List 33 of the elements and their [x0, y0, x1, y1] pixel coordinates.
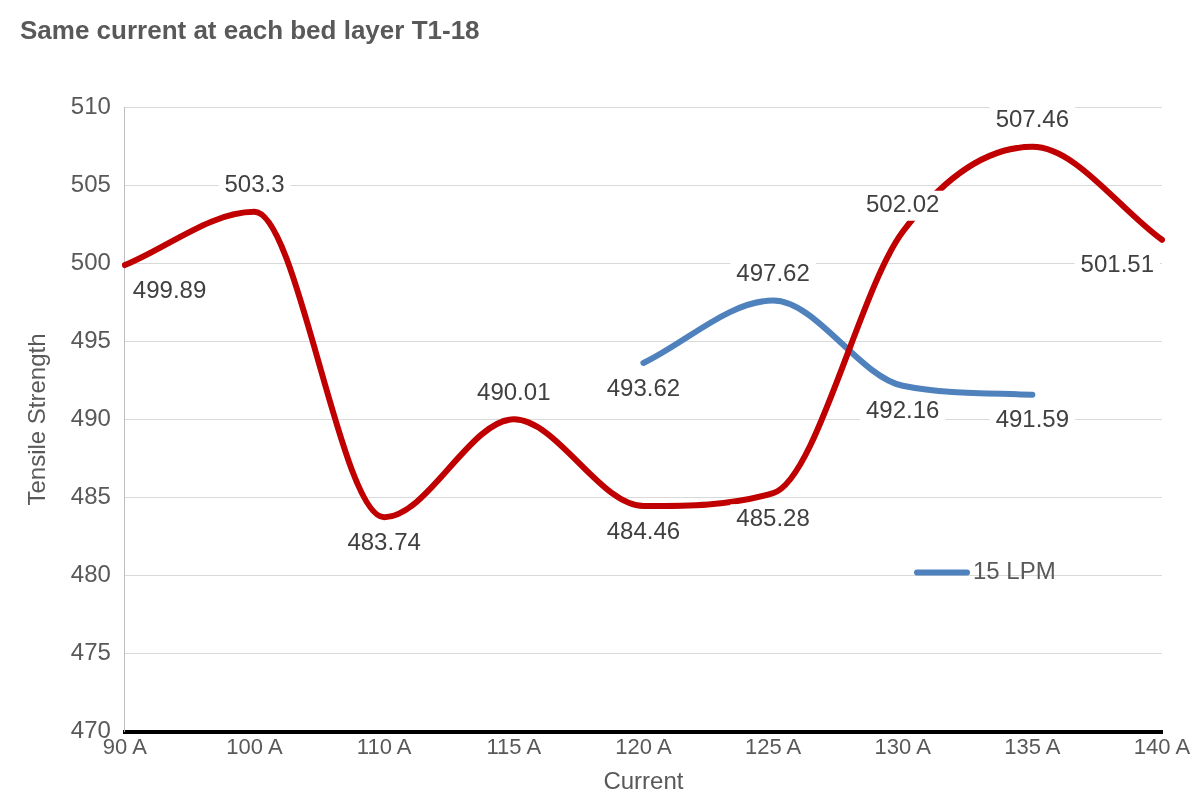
- y-tick-label: 495: [70, 326, 111, 354]
- legend-label: 15 LPM: [973, 557, 1056, 585]
- y-tick-label: 510: [70, 91, 111, 119]
- data-label: 483.74: [347, 527, 421, 555]
- y-tick-label: 505: [70, 169, 111, 197]
- x-tick-label: 100 A: [226, 734, 283, 760]
- data-label: 497.62: [736, 259, 810, 287]
- x-axis-title: Current: [603, 767, 684, 795]
- y-axis-title: Tensile Strength: [23, 333, 51, 506]
- x-tick-label: 115 A: [486, 734, 542, 760]
- chart-title: Same current at each bed layer T1-18: [20, 14, 480, 45]
- x-tick-label: 120 A: [615, 734, 672, 760]
- y-tick-label: 475: [70, 638, 111, 666]
- y-tick-label: 480: [70, 560, 111, 588]
- data-label: 490.01: [477, 377, 551, 405]
- data-label: 484.46: [606, 516, 681, 544]
- data-label: 493.62: [606, 373, 681, 401]
- x-tick-label: 140 A: [1133, 734, 1191, 760]
- x-tick-label: 125 A: [744, 734, 802, 760]
- data-label: 499.89: [132, 275, 207, 303]
- x-tick-label: 130 A: [874, 734, 932, 760]
- data-label: 503.3: [224, 170, 285, 198]
- y-tick-label: 490: [70, 404, 111, 432]
- y-tick-label: 500: [70, 247, 111, 275]
- x-tick-label: 135 A: [1004, 734, 1061, 760]
- data-label: 491.59: [995, 405, 1070, 433]
- data-label: 485.28: [736, 503, 810, 531]
- y-tick-label: 485: [70, 482, 111, 510]
- data-label: 501.51: [1080, 250, 1154, 278]
- data-label: 507.46: [995, 105, 1070, 133]
- data-label: 502.02: [866, 190, 940, 218]
- data-label: 492.16: [866, 396, 940, 424]
- x-tick-label: 110 A: [356, 734, 412, 760]
